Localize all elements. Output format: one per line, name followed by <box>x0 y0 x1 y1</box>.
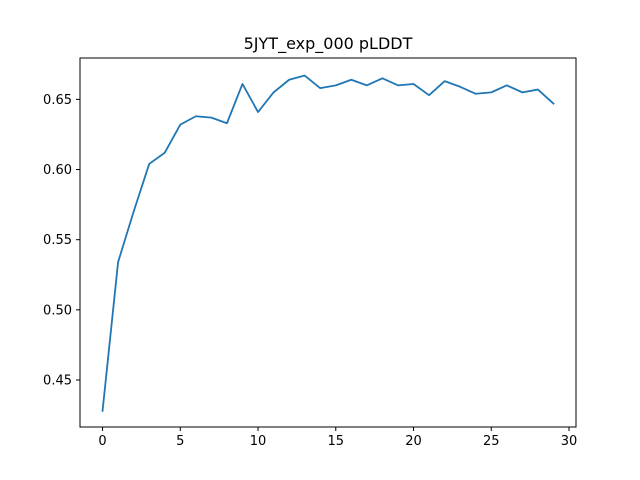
x-tick-label-0: 0 <box>98 434 106 449</box>
y-tick-label-0.55: 0.55 <box>43 233 72 248</box>
y-tick-label-0.60: 0.60 <box>43 163 72 178</box>
x-tick-label-15: 15 <box>328 434 345 449</box>
x-tick-label-5: 5 <box>176 434 184 449</box>
plot-area: 0 5 10 15 20 25 30 0.45 0.50 0.55 0.60 0.65 <box>43 57 578 449</box>
y-tick-label-0.65: 0.65 <box>43 93 72 108</box>
y-tick-label-0.50: 0.50 <box>43 303 72 318</box>
x-tick-label-25: 25 <box>483 434 500 449</box>
y-tick-label-0.45: 0.45 <box>43 373 72 388</box>
x-tick-label-10: 10 <box>250 434 267 449</box>
series-line-0 <box>101 74 555 412</box>
axes-frame <box>79 57 577 428</box>
chart-title: 5JYT_exp_000 pLDDT <box>244 34 413 54</box>
x-tick-label-20: 20 <box>405 434 422 449</box>
x-tick-label-30: 30 <box>561 434 578 449</box>
